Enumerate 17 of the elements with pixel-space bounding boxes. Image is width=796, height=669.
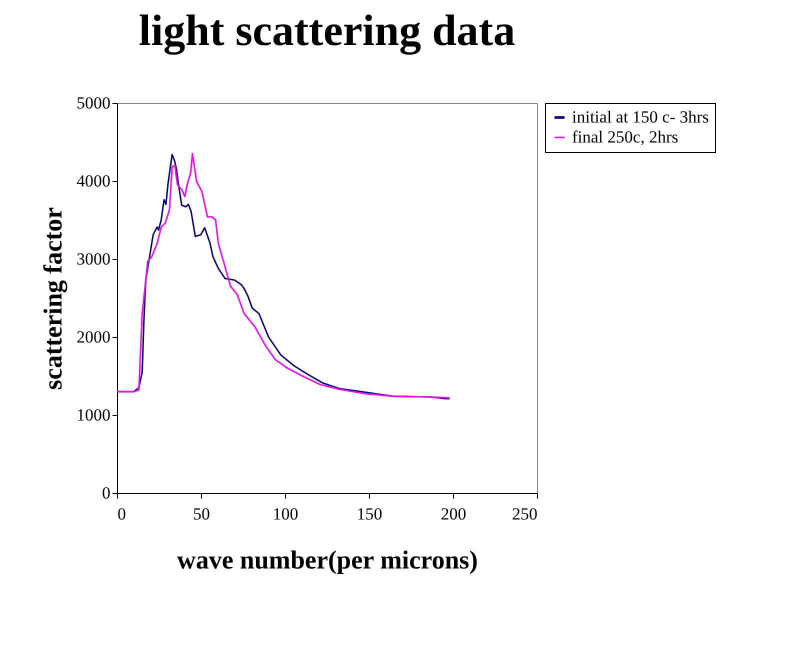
y-tick-label: 2000 <box>76 328 110 346</box>
y-tick-label: 0 <box>102 484 110 502</box>
chart-title: light scattering data <box>138 6 516 55</box>
y-tick-label: 1000 <box>76 406 110 424</box>
y-tick-label: 3000 <box>76 250 110 268</box>
x-tick-label: 200 <box>440 504 466 524</box>
y-axis-title: scattering factor <box>38 207 68 390</box>
y-tick-label: 4000 <box>76 172 110 190</box>
x-tick-label: 150 <box>356 504 382 524</box>
legend-label: initial at 150 c- 3hrs <box>572 108 709 126</box>
x-tick-label: 50 <box>193 504 210 524</box>
x-tick-label: 250 <box>512 504 538 524</box>
x-axis-title: wave number(per microns) <box>177 546 478 574</box>
y-tick-label: 5000 <box>76 94 110 112</box>
x-tick-label: 0 <box>118 504 126 524</box>
x-tick-label: 100 <box>272 504 298 524</box>
legend-label: final 250c, 2hrs <box>572 128 678 146</box>
